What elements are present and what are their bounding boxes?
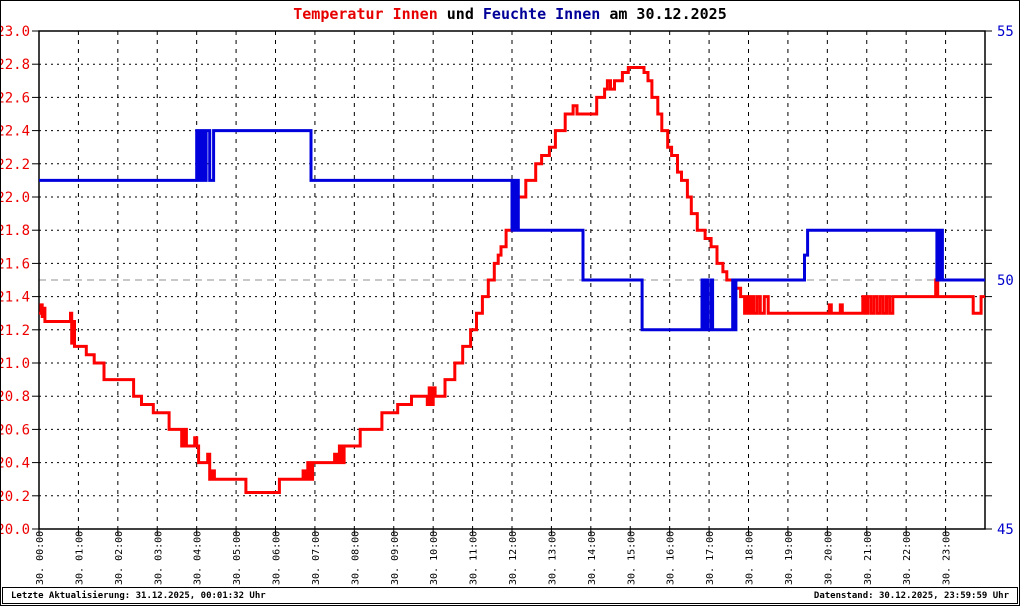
last-update-text: Letzte Aktualisierung: 31.12.2025, 00:01… <box>11 590 266 601</box>
x-axis-label: 30. 04:00 <box>193 531 204 585</box>
x-axis-label: 30. 19:00 <box>784 531 795 585</box>
left-axis-label: 23.0 <box>1 24 30 40</box>
x-axis-label: 30. 05:00 <box>232 531 243 585</box>
x-axis-label: 30. 10:00 <box>429 531 440 585</box>
x-axis-label: 30. 13:00 <box>547 531 558 585</box>
left-axis-label: 20.4 <box>1 456 30 472</box>
x-axis-label: 30. 15:00 <box>626 531 637 585</box>
left-axis-label: 22.4 <box>1 124 30 140</box>
chart-title: Temperatur Innen und Feuchte Innen am 30… <box>1 5 1019 23</box>
left-axis-label: 22.2 <box>1 157 30 173</box>
x-axis-label: 30. 21:00 <box>863 531 874 585</box>
x-axis-label: 30. 22:00 <box>902 531 913 585</box>
x-axis-label: 30. 18:00 <box>745 531 756 585</box>
left-axis-label: 20.0 <box>1 522 30 538</box>
left-axis-label: 21.6 <box>1 256 30 272</box>
right-axis-label: 55 <box>997 24 1014 40</box>
x-axis-label: 30. 17:00 <box>705 531 716 585</box>
left-axis-label: 21.4 <box>1 290 30 306</box>
status-bar: Letzte Aktualisierung: 31.12.2025, 00:01… <box>2 587 1018 604</box>
left-axis-label: 20.6 <box>1 422 30 438</box>
left-axis-label: 22.8 <box>1 57 30 73</box>
x-axis-label: 30. 23:00 <box>942 531 953 585</box>
left-axis-label: 21.8 <box>1 223 30 239</box>
x-axis-label: 30. 00:00 <box>35 531 46 585</box>
left-axis-label: 21.2 <box>1 323 30 339</box>
title-temperature-part: Temperatur Innen <box>293 5 438 23</box>
x-axis-label: 30. 11:00 <box>469 531 480 585</box>
x-axis-label: 30. 12:00 <box>508 531 519 585</box>
x-axis-label: 30. 02:00 <box>114 531 125 585</box>
right-axis-label: 45 <box>997 522 1014 538</box>
data-state-text: Datenstand: 30.12.2025, 23:59:59 Uhr <box>813 590 1009 601</box>
x-axis-label: 30. 03:00 <box>153 531 164 585</box>
x-axis-label: 30. 01:00 <box>74 531 85 585</box>
chart-canvas: 23.0 22.8 22.6 22.4 22.2 22.0 21.8 21.6 21.4 21.2… <box>1 24 1014 585</box>
x-axis-label: 30. 20:00 <box>823 531 834 585</box>
title-and-part: und <box>437 5 483 23</box>
left-axis-label: 20.2 <box>1 489 30 505</box>
title-date-part: am 30.12.2025 <box>600 5 727 23</box>
x-axis-label: 30. 09:00 <box>390 531 401 585</box>
x-axis-label: 30. 16:00 <box>666 531 677 585</box>
left-axis-label: 22.6 <box>1 90 30 106</box>
left-axis-label: 22.0 <box>1 190 30 206</box>
title-humidity-part: Feuchte Innen <box>482 5 601 23</box>
left-axis-label: 20.8 <box>1 389 30 405</box>
left-axis-label: 21.0 <box>1 356 30 372</box>
right-axis-label: 50 <box>997 273 1014 289</box>
temperature-series-line <box>39 66 985 494</box>
x-axis-label: 30. 06:00 <box>272 531 283 585</box>
x-axis-label: 30. 08:00 <box>350 531 361 585</box>
x-axis-label: 30. 14:00 <box>587 531 598 585</box>
humidity-series-line <box>39 129 985 332</box>
x-axis-label: 30. 07:00 <box>311 531 322 585</box>
